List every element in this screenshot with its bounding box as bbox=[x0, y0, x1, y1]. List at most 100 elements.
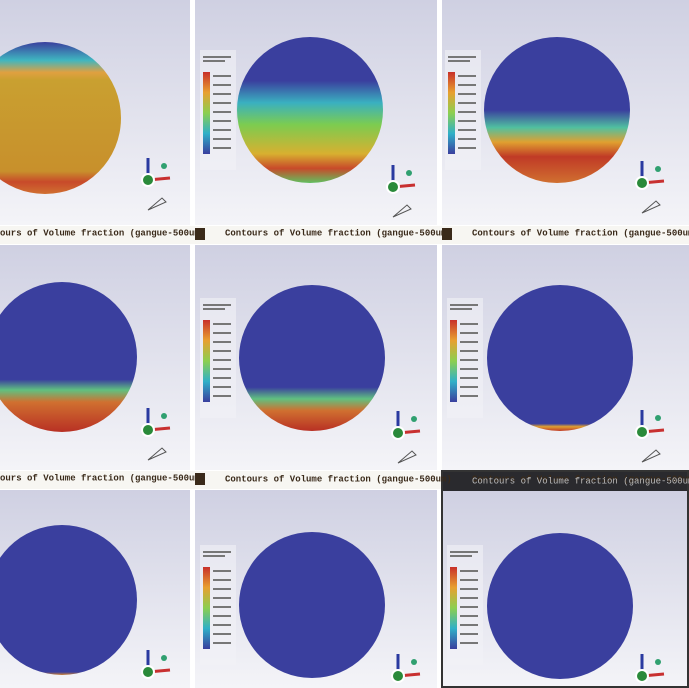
legend-tick-text bbox=[460, 570, 478, 572]
contour-sphere bbox=[0, 525, 137, 675]
axis-marker bbox=[161, 413, 167, 419]
contour-sphere bbox=[237, 37, 383, 183]
legend-tick-text bbox=[460, 350, 478, 352]
legend-tick-text bbox=[458, 93, 476, 95]
legend-tick-text bbox=[213, 642, 231, 644]
legend-tick-text bbox=[213, 84, 231, 86]
legend-title bbox=[203, 56, 231, 58]
color-bar bbox=[450, 320, 457, 402]
axis-marker bbox=[161, 655, 167, 661]
legend-tick-text bbox=[213, 579, 231, 581]
color-bar bbox=[203, 72, 210, 154]
axis-origin bbox=[386, 180, 400, 194]
window-icon bbox=[195, 228, 205, 240]
legend-tick-text bbox=[213, 120, 231, 122]
legend-title bbox=[203, 304, 231, 306]
contour-sphere bbox=[239, 285, 385, 431]
legend-tick-text bbox=[213, 624, 231, 626]
legend-tick-text bbox=[458, 120, 476, 122]
legend-tick-text bbox=[460, 323, 478, 325]
legend-tick-text bbox=[458, 75, 476, 77]
legend-title bbox=[450, 304, 478, 306]
caption: Contours of Volume fraction (gangue-500u… bbox=[225, 474, 452, 484]
caption: Contours of Volume fraction (gangue-500u… bbox=[472, 474, 689, 484]
legend-tick-text bbox=[460, 377, 478, 379]
legend-tick-text bbox=[458, 84, 476, 86]
caption-strip bbox=[0, 226, 689, 244]
legend-tick-text bbox=[460, 606, 478, 608]
legend-title bbox=[203, 308, 225, 310]
legend-tick-text bbox=[460, 386, 478, 388]
legend-tick-text bbox=[213, 75, 231, 77]
legend-tick-text bbox=[213, 341, 231, 343]
axis-origin bbox=[635, 669, 649, 683]
legend-tick-text bbox=[213, 386, 231, 388]
axis-marker bbox=[655, 166, 661, 172]
legend-tick-text bbox=[213, 111, 231, 113]
contour-sphere bbox=[484, 37, 630, 183]
panel-border bbox=[441, 470, 689, 688]
legend-tick-text bbox=[460, 332, 478, 334]
legend-tick-text bbox=[213, 606, 231, 608]
contour-sphere bbox=[0, 42, 121, 194]
legend-tick-text bbox=[460, 395, 478, 397]
axis-origin bbox=[141, 665, 155, 679]
axis-origin bbox=[391, 669, 405, 683]
legend-tick-text bbox=[458, 147, 476, 149]
legend-tick-text bbox=[213, 350, 231, 352]
legend-tick-text bbox=[460, 341, 478, 343]
legend-tick-text bbox=[458, 138, 476, 140]
legend-tick-text bbox=[213, 147, 231, 149]
axis-arrow bbox=[641, 449, 661, 463]
color-bar bbox=[203, 320, 210, 402]
legend-tick-text bbox=[460, 359, 478, 361]
caption: Contours of Volume fraction (gangue-500u… bbox=[472, 228, 689, 238]
legend-title bbox=[203, 551, 231, 553]
contour-sphere bbox=[239, 532, 385, 678]
axis-arrow bbox=[392, 204, 412, 218]
window-icon bbox=[195, 473, 205, 485]
axis-origin bbox=[635, 176, 649, 190]
legend-tick-text bbox=[213, 138, 231, 140]
legend-tick-text bbox=[458, 111, 476, 113]
axis-arrow bbox=[147, 447, 167, 461]
legend-tick-text bbox=[458, 129, 476, 131]
legend-title bbox=[448, 60, 470, 62]
legend-tick-text bbox=[213, 588, 231, 590]
legend-title bbox=[450, 308, 472, 310]
axis-marker bbox=[655, 415, 661, 421]
legend-tick-text bbox=[213, 323, 231, 325]
contour-sphere bbox=[487, 533, 633, 679]
legend-tick-text bbox=[460, 588, 478, 590]
color-bar bbox=[450, 567, 457, 649]
axis-arrow bbox=[147, 197, 167, 211]
contour-sphere bbox=[0, 282, 137, 432]
axis-origin bbox=[391, 426, 405, 440]
axis-marker bbox=[161, 163, 167, 169]
legend-tick-text bbox=[460, 642, 478, 644]
legend-tick-text bbox=[213, 615, 231, 617]
axis-arrow bbox=[397, 450, 417, 464]
legend-tick-text bbox=[213, 359, 231, 361]
caption: Contours of Volume fraction (gangue-500u… bbox=[472, 476, 689, 486]
legend-tick-text bbox=[213, 570, 231, 572]
caption: Contours of Volume fraction (gangue-500u… bbox=[225, 228, 452, 238]
legend-title bbox=[203, 555, 225, 557]
legend-title bbox=[448, 56, 476, 58]
legend-tick-text bbox=[460, 597, 478, 599]
legend-tick-text bbox=[460, 368, 478, 370]
axis-arrow bbox=[641, 200, 661, 214]
legend-tick-text bbox=[460, 633, 478, 635]
legend-title bbox=[450, 555, 472, 557]
color-bar bbox=[203, 567, 210, 649]
legend-tick-text bbox=[213, 377, 231, 379]
axis-origin bbox=[141, 423, 155, 437]
contour-sphere bbox=[487, 285, 633, 431]
axis-marker bbox=[411, 659, 417, 665]
legend-tick-text bbox=[213, 129, 231, 131]
legend-tick-text bbox=[213, 633, 231, 635]
axis-origin bbox=[141, 173, 155, 187]
legend-tick-text bbox=[460, 615, 478, 617]
dark-header bbox=[442, 471, 689, 491]
